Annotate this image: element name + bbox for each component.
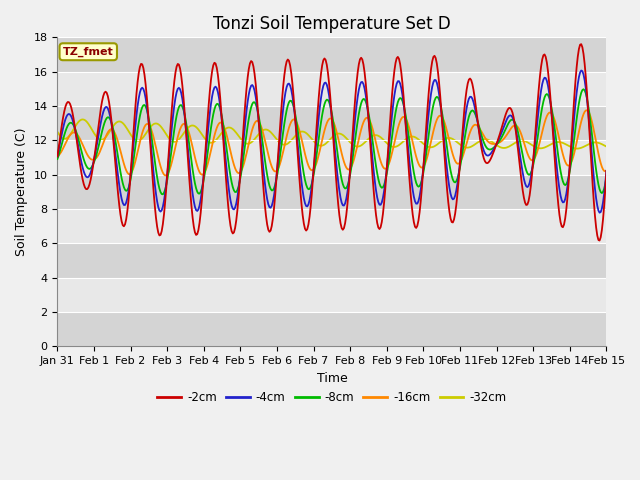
Bar — [58, 278, 607, 312]
Legend: -2cm, -4cm, -8cm, -16cm, -32cm: -2cm, -4cm, -8cm, -16cm, -32cm — [153, 386, 511, 408]
Title: Tonzi Soil Temperature Set D: Tonzi Soil Temperature Set D — [213, 15, 451, 33]
X-axis label: Time: Time — [317, 372, 348, 384]
Bar — [58, 140, 607, 175]
Bar — [58, 243, 607, 278]
Text: TZ_fmet: TZ_fmet — [63, 47, 114, 57]
Bar — [58, 312, 607, 347]
Bar — [58, 175, 607, 209]
Bar — [58, 72, 607, 106]
Y-axis label: Soil Temperature (C): Soil Temperature (C) — [15, 128, 28, 256]
Bar — [58, 209, 607, 243]
Bar — [58, 106, 607, 140]
Bar — [58, 37, 607, 72]
